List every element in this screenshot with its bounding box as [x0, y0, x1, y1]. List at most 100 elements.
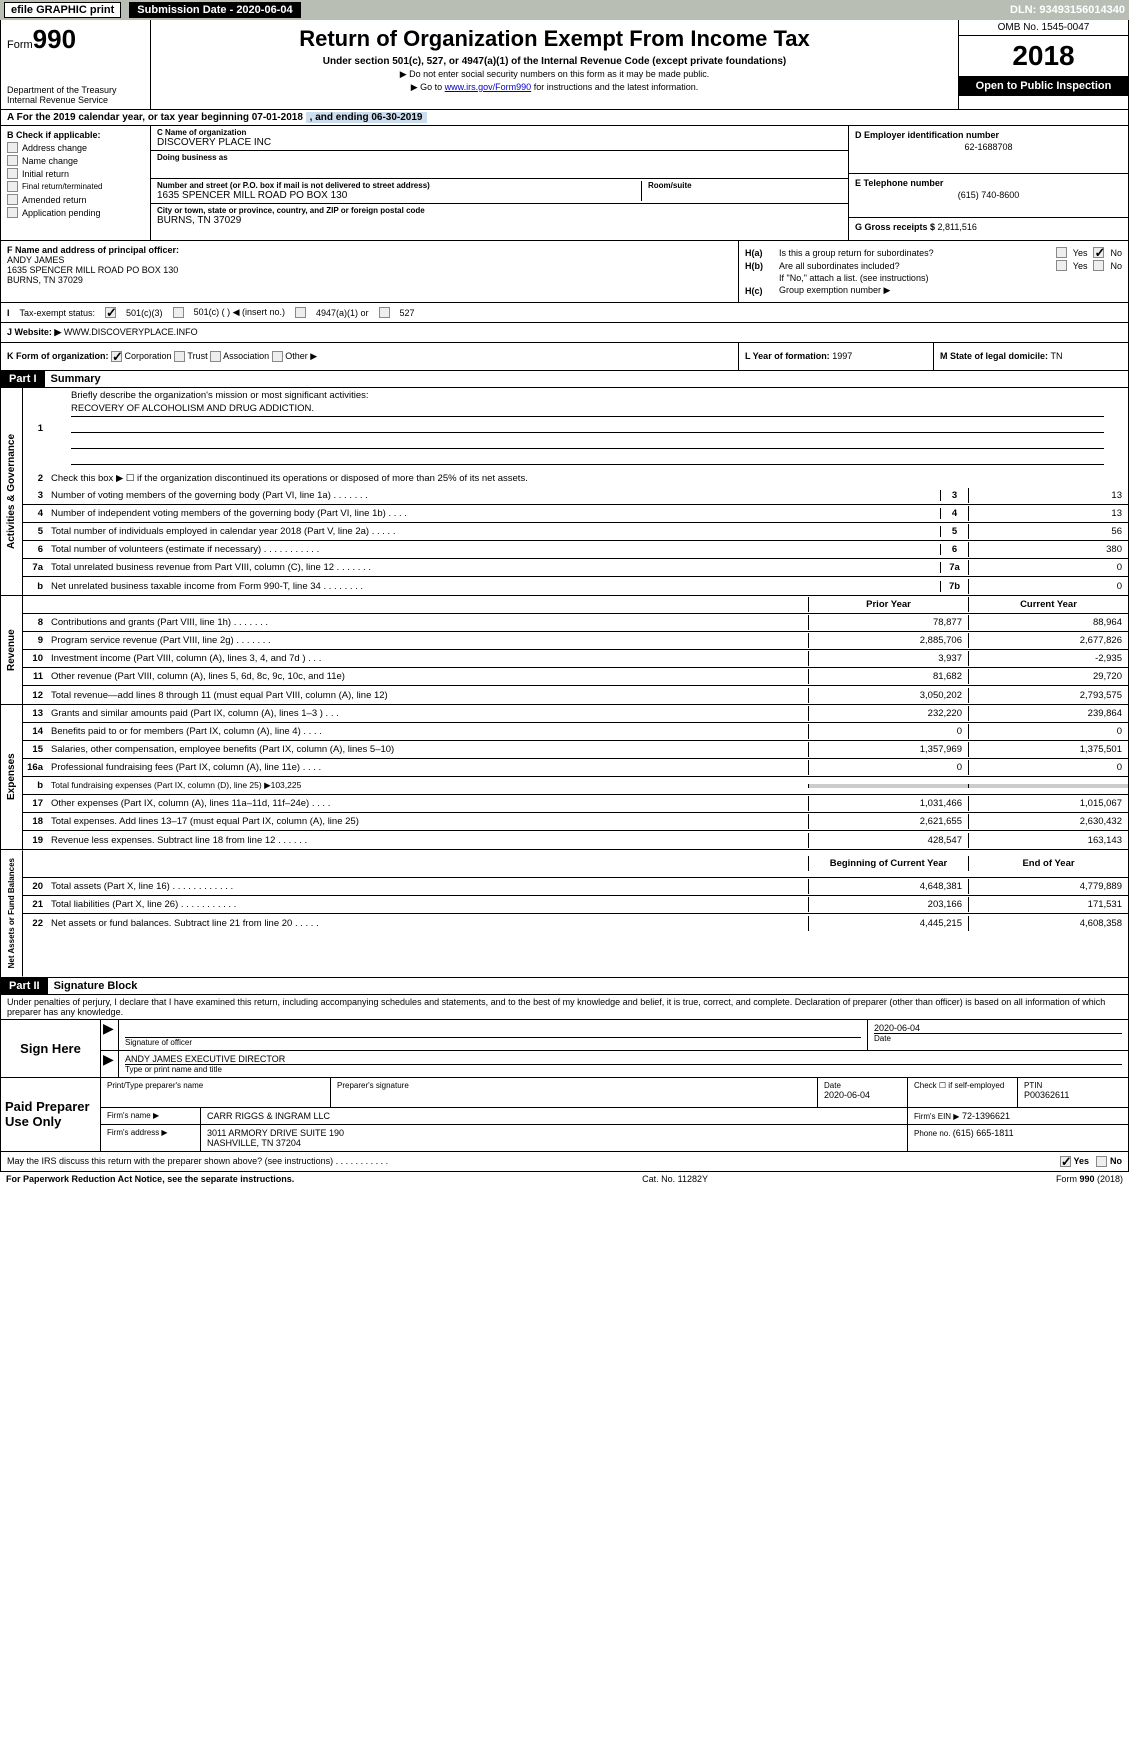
table-row: 19Revenue less expenses. Subtract line 1…: [23, 831, 1128, 849]
ptin: P00362611: [1024, 1090, 1122, 1100]
row-a-tax-year: A For the 2019 calendar year, or tax yea…: [0, 110, 1129, 126]
tab-governance: Activities & Governance: [1, 388, 23, 595]
street-address: 1635 SPENCER MILL ROAD PO BOX 130: [157, 190, 635, 201]
officer-name-title: ANDY JAMES EXECUTIVE DIRECTOR: [125, 1054, 1122, 1064]
table-row: 10Investment income (Part VIII, column (…: [23, 650, 1128, 668]
preparer-date: 2020-06-04: [824, 1090, 901, 1100]
col-c-org-info: C Name of organization DISCOVERY PLACE I…: [151, 126, 848, 240]
hb-yes-chk[interactable]: [1056, 260, 1067, 271]
table-row: 20Total assets (Part X, line 16) . . . .…: [23, 878, 1128, 896]
omb-number: OMB No. 1545-0047: [959, 20, 1128, 36]
part1-header: Part I Summary: [0, 371, 1129, 388]
form-header: Form990 Department of the Treasury Inter…: [0, 20, 1129, 110]
summary-governance: Activities & Governance 1 Briefly descri…: [0, 388, 1129, 596]
note-url: ▶ Go to www.irs.gov/Form990 for instruct…: [157, 82, 952, 93]
gov-line: 3Number of voting members of the governi…: [23, 487, 1128, 505]
firm-phone: (615) 665-1811: [953, 1128, 1014, 1138]
table-row: 22Net assets or fund balances. Subtract …: [23, 914, 1128, 932]
col-h-group: H(a) Is this a group return for subordin…: [738, 241, 1128, 302]
ha-yes-chk[interactable]: [1056, 247, 1067, 258]
block-fh: F Name and address of principal officer:…: [0, 241, 1129, 303]
discuss-no-chk[interactable]: [1096, 1156, 1107, 1167]
chk-501c[interactable]: [173, 307, 184, 318]
table-row: 15Salaries, other compensation, employee…: [23, 741, 1128, 759]
chk-527[interactable]: [379, 307, 390, 318]
gov-line: 4Number of independent voting members of…: [23, 505, 1128, 523]
officer-name: ANDY JAMES: [7, 255, 732, 265]
gov-line: 6Total number of volunteers (estimate if…: [23, 541, 1128, 559]
summary-revenue: Revenue Prior Year Current Year 8Contrib…: [0, 596, 1129, 705]
gov-line: bNet unrelated business taxable income f…: [23, 577, 1128, 595]
ein: 62-1688708: [855, 142, 1122, 152]
chk-501c3[interactable]: [105, 307, 116, 318]
col-d-ein-tel: D Employer identification number 62-1688…: [848, 126, 1128, 240]
form-number: Form990: [7, 24, 144, 55]
row-i-tax-status: I Tax-exempt status: 501(c)(3) 501(c) ( …: [0, 303, 1129, 323]
chk-assoc[interactable]: [210, 351, 221, 362]
part2-header: Part II Signature Block: [0, 978, 1129, 995]
discuss-yes-chk[interactable]: [1060, 1156, 1071, 1167]
gov-line: 7aTotal unrelated business revenue from …: [23, 559, 1128, 577]
table-row: 12Total revenue—add lines 8 through 11 (…: [23, 686, 1128, 704]
chk-other[interactable]: [272, 351, 283, 362]
mission-text: RECOVERY OF ALCOHOLISM AND DRUG ADDICTIO…: [71, 403, 1104, 417]
efile-badge: efile GRAPHIC print: [4, 2, 121, 18]
state-domicile: TN: [1051, 351, 1063, 361]
firm-address: 3011 ARMORY DRIVE SUITE 190: [207, 1128, 901, 1138]
table-row: 18Total expenses. Add lines 13–17 (must …: [23, 813, 1128, 831]
tab-expenses: Expenses: [1, 705, 23, 849]
submission-date: Submission Date - 2020-06-04: [129, 2, 300, 18]
org-name: DISCOVERY PLACE INC: [157, 137, 842, 148]
row-klm: K Form of organization: Corporation Trus…: [0, 343, 1129, 371]
note-ssn: ▶ Do not enter social security numbers o…: [157, 69, 952, 80]
chk-name-change[interactable]: Name change: [7, 155, 144, 166]
hb-no-chk[interactable]: [1093, 260, 1104, 271]
table-row: 17Other expenses (Part IX, column (A), l…: [23, 795, 1128, 813]
chk-final-return[interactable]: Final return/terminated: [7, 181, 144, 192]
website-url: WWW.DISCOVERYPLACE.INFO: [64, 327, 198, 337]
col-b-checkboxes: B Check if applicable: Address change Na…: [1, 126, 151, 240]
signature-block: Under penalties of perjury, I declare th…: [0, 995, 1129, 1172]
tab-net-assets: Net Assets or Fund Balances: [1, 850, 23, 976]
gov-line: 5Total number of individuals employed in…: [23, 523, 1128, 541]
tab-revenue: Revenue: [1, 596, 23, 704]
chk-corp[interactable]: [111, 351, 122, 362]
chk-trust[interactable]: [174, 351, 185, 362]
table-row: 16aProfessional fundraising fees (Part I…: [23, 759, 1128, 777]
form-subtitle: Under section 501(c), 527, or 4947(a)(1)…: [157, 56, 952, 67]
chk-initial-return[interactable]: Initial return: [7, 168, 144, 179]
block-bcd: B Check if applicable: Address change Na…: [0, 126, 1129, 241]
form-title: Return of Organization Exempt From Incom…: [157, 26, 952, 52]
chk-pending[interactable]: Application pending: [7, 207, 144, 218]
dept-treasury: Department of the Treasury Internal Reve…: [7, 85, 144, 105]
year-formation: 1997: [832, 351, 852, 361]
summary-net-assets: Net Assets or Fund Balances Beginning of…: [0, 850, 1129, 977]
chk-amended[interactable]: Amended return: [7, 194, 144, 205]
table-row: 11Other revenue (Part VIII, column (A), …: [23, 668, 1128, 686]
chk-4947[interactable]: [295, 307, 306, 318]
paid-preparer-label: Paid Preparer Use Only: [1, 1078, 101, 1151]
page-footer: For Paperwork Reduction Act Notice, see …: [0, 1172, 1129, 1186]
sign-here-label: Sign Here: [1, 1020, 101, 1077]
col-f-officer: F Name and address of principal officer:…: [1, 241, 738, 302]
ha-no-chk[interactable]: [1093, 247, 1104, 258]
dln: DLN: 93493156014340: [1010, 4, 1125, 16]
table-row: bTotal fundraising expenses (Part IX, co…: [23, 777, 1128, 795]
table-row: 9Program service revenue (Part VIII, lin…: [23, 632, 1128, 650]
irs-link[interactable]: www.irs.gov/Form990: [445, 82, 532, 92]
city-state-zip: BURNS, TN 37029: [157, 215, 842, 226]
perjury-note: Under penalties of perjury, I declare th…: [1, 995, 1128, 1020]
chk-address-change[interactable]: Address change: [7, 142, 144, 153]
summary-expenses: Expenses 13Grants and similar amounts pa…: [0, 705, 1129, 850]
firm-name: CARR RIGGS & INGRAM LLC: [201, 1108, 908, 1124]
table-row: 14Benefits paid to or for members (Part …: [23, 723, 1128, 741]
gross-receipts: 2,811,516: [938, 222, 977, 232]
sig-date: 2020-06-04: [874, 1023, 1122, 1033]
open-inspection: Open to Public Inspection: [959, 76, 1128, 96]
table-row: 21Total liabilities (Part X, line 26) . …: [23, 896, 1128, 914]
telephone: (615) 740-8600: [855, 190, 1122, 200]
table-row: 8Contributions and grants (Part VIII, li…: [23, 614, 1128, 632]
firm-ein: 72-1396621: [962, 1111, 1010, 1121]
tax-year: 2018: [959, 36, 1128, 76]
table-row: 13Grants and similar amounts paid (Part …: [23, 705, 1128, 723]
